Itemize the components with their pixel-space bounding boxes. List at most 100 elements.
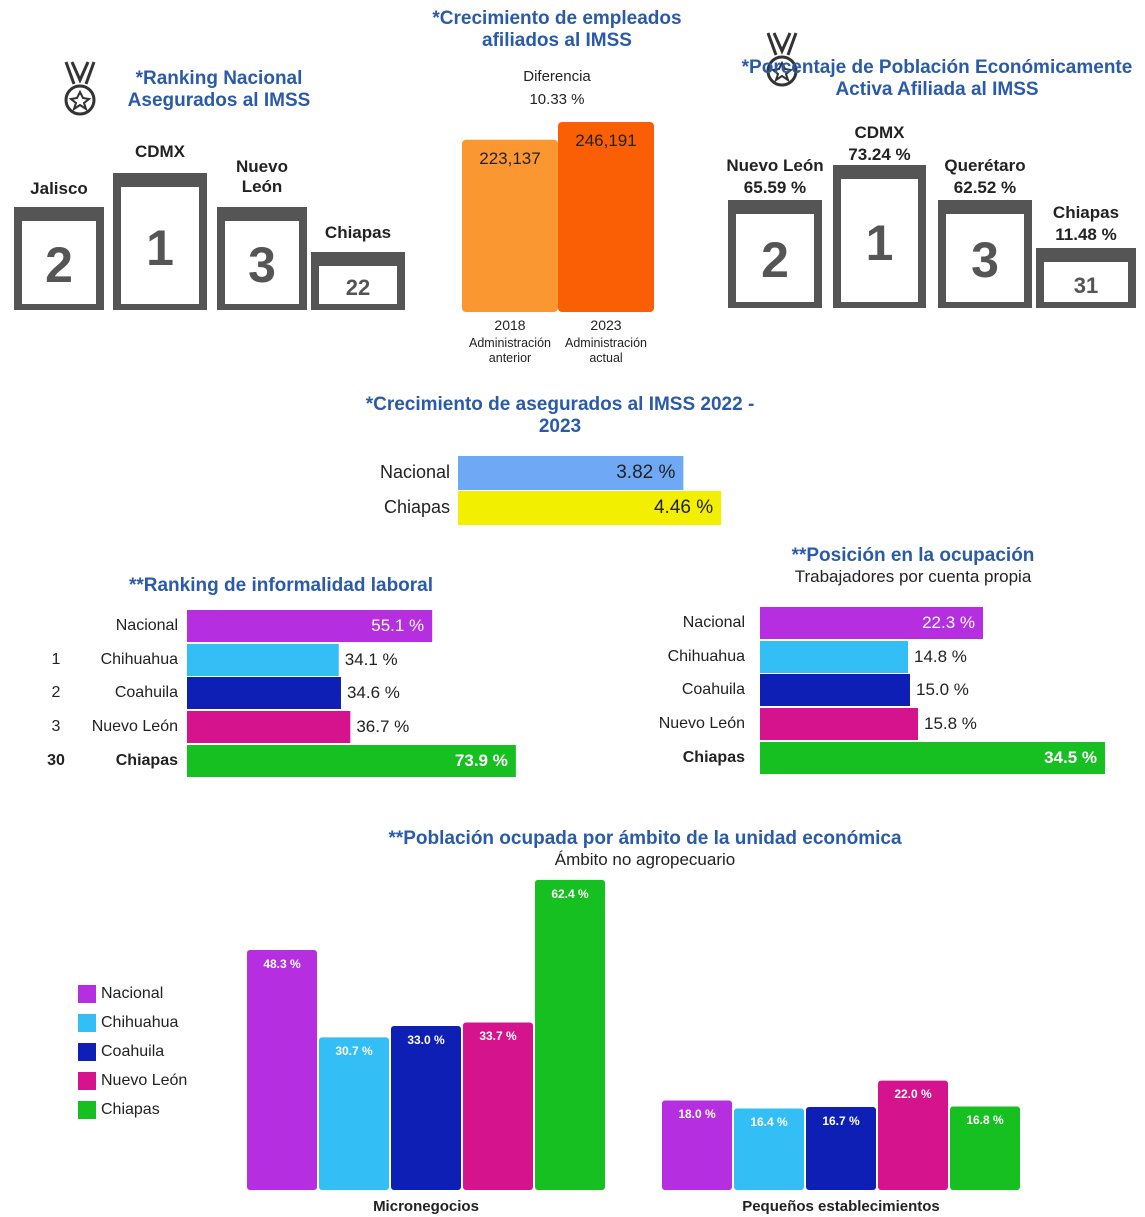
legend-label: Chihuahua xyxy=(101,1014,179,1032)
category-note: Administración anterior xyxy=(469,335,551,365)
podium-title: *Porcentaje de Población Económicamente … xyxy=(741,56,1133,101)
legend-swatch xyxy=(78,1014,96,1032)
bar xyxy=(734,1108,804,1190)
chart-title: *Crecimiento de empleados afiliados al I… xyxy=(432,7,682,52)
value-label: 48.3 % xyxy=(263,956,301,971)
value-label: 16.7 % xyxy=(822,1113,860,1128)
podium-inner xyxy=(946,214,1024,302)
podium-title: *Ranking Nacional Asegurados al IMSS xyxy=(127,67,311,112)
value-label: 55.1 % xyxy=(371,615,425,635)
podium-name: Chiapas xyxy=(324,222,392,242)
value-label: 36.7 % xyxy=(356,716,410,736)
legend-swatch xyxy=(78,1101,96,1119)
legend-label: Nacional xyxy=(101,985,164,1003)
podium-inner xyxy=(22,221,96,304)
x-tick-label: Pequeños establecimientos xyxy=(742,1198,940,1215)
medal-icon xyxy=(64,61,96,116)
value-label: 15.8 % xyxy=(924,713,977,733)
annotation-label: Diferencia xyxy=(523,68,591,85)
podium-value: 65.59 % xyxy=(743,177,807,197)
chart-subtitle: Ámbito no agropecuario xyxy=(554,849,736,869)
bar xyxy=(187,610,433,642)
bar xyxy=(760,641,908,673)
podium-name: CDMX xyxy=(134,141,186,161)
bar xyxy=(458,456,684,490)
value-label: 33.0 % xyxy=(407,1032,445,1047)
podium-name: CDMX xyxy=(854,122,905,142)
chart-title: **Posición en la ocupación xyxy=(791,544,1035,566)
category-label: Chiapas xyxy=(383,497,450,518)
podium-rank: 22 xyxy=(345,274,371,300)
bar xyxy=(462,139,558,312)
value-label: 18.0 % xyxy=(678,1107,716,1122)
value-label: 246,191 xyxy=(575,130,637,150)
value-label: 4.46 % xyxy=(653,496,714,518)
x-tick-label: 2018 xyxy=(494,316,526,333)
podium-name: Querétaro xyxy=(944,155,1026,175)
category-label: Nuevo León xyxy=(658,715,745,733)
value-label: 34.5 % xyxy=(1044,747,1097,767)
bar xyxy=(187,677,341,709)
x-tick-label: Micronegocios xyxy=(373,1198,479,1215)
bar xyxy=(760,742,1105,774)
podium-inner xyxy=(841,179,918,302)
x-tick-label: 2023 xyxy=(590,316,622,333)
bar xyxy=(463,1022,533,1190)
bar xyxy=(187,644,339,676)
bar xyxy=(878,1080,948,1190)
rank-label: 1 xyxy=(51,651,61,669)
value-label: 16.8 % xyxy=(966,1113,1004,1128)
value-label: 14.8 % xyxy=(914,646,967,666)
chart-title: **Población ocupada por ámbito de la uni… xyxy=(388,827,902,849)
podium-inner xyxy=(1044,262,1128,302)
podium-value: 62.52 % xyxy=(953,177,1017,197)
category-label: Nacional xyxy=(115,617,178,635)
bar xyxy=(247,949,317,1190)
category-label: Nuevo León xyxy=(91,718,178,736)
category-label: Nacional xyxy=(682,614,745,632)
podium-value: 73.24 % xyxy=(848,144,911,164)
category-label: Nacional xyxy=(379,462,450,483)
podium-name: Jalisco xyxy=(30,178,88,198)
bar xyxy=(558,122,654,312)
podium-inner xyxy=(736,214,814,302)
category-label: Chiapas xyxy=(115,752,178,770)
legend-swatch xyxy=(78,985,96,1003)
bar xyxy=(391,1025,461,1190)
bar xyxy=(760,708,918,740)
podium-inner xyxy=(225,221,299,304)
legend-swatch xyxy=(78,1043,96,1061)
bar xyxy=(535,879,605,1190)
legend-label: Coahuila xyxy=(101,1043,165,1061)
bar xyxy=(806,1107,876,1190)
podium-rank: 1 xyxy=(146,219,174,276)
chart-title: **Ranking de informalidad laboral xyxy=(128,574,434,596)
legend-label: Nuevo León xyxy=(101,1072,188,1090)
value-label: 16.4 % xyxy=(750,1115,788,1130)
bar xyxy=(187,711,351,743)
value-label: 34.1 % xyxy=(344,649,398,669)
category-note: Administración actual xyxy=(565,335,647,365)
podium-rank: 2 xyxy=(761,232,789,288)
podium-rank: 3 xyxy=(248,236,276,293)
value-label: 62.4 % xyxy=(551,886,589,901)
podium-rank: 3 xyxy=(971,232,999,288)
value-label: 30.7 % xyxy=(335,1044,373,1059)
value-label: 34.6 % xyxy=(346,682,400,702)
rank-label: 30 xyxy=(47,752,65,770)
bar xyxy=(458,491,722,525)
category-label: Chihuahua xyxy=(100,651,178,669)
bar xyxy=(187,745,516,777)
value-label: 33.7 % xyxy=(479,1029,517,1044)
bar xyxy=(319,1037,389,1190)
podium-rank: 2 xyxy=(45,236,73,293)
value-label: 73.9 % xyxy=(454,750,508,770)
podium-name: Chiapas xyxy=(1052,202,1120,222)
value-label: 22.0 % xyxy=(894,1087,932,1102)
podium-name: Nuevo León xyxy=(236,156,288,197)
legend-swatch xyxy=(78,1072,96,1090)
bar xyxy=(760,674,910,706)
podium-name: Nuevo León xyxy=(726,155,824,175)
value-label: 3.82 % xyxy=(616,461,676,483)
